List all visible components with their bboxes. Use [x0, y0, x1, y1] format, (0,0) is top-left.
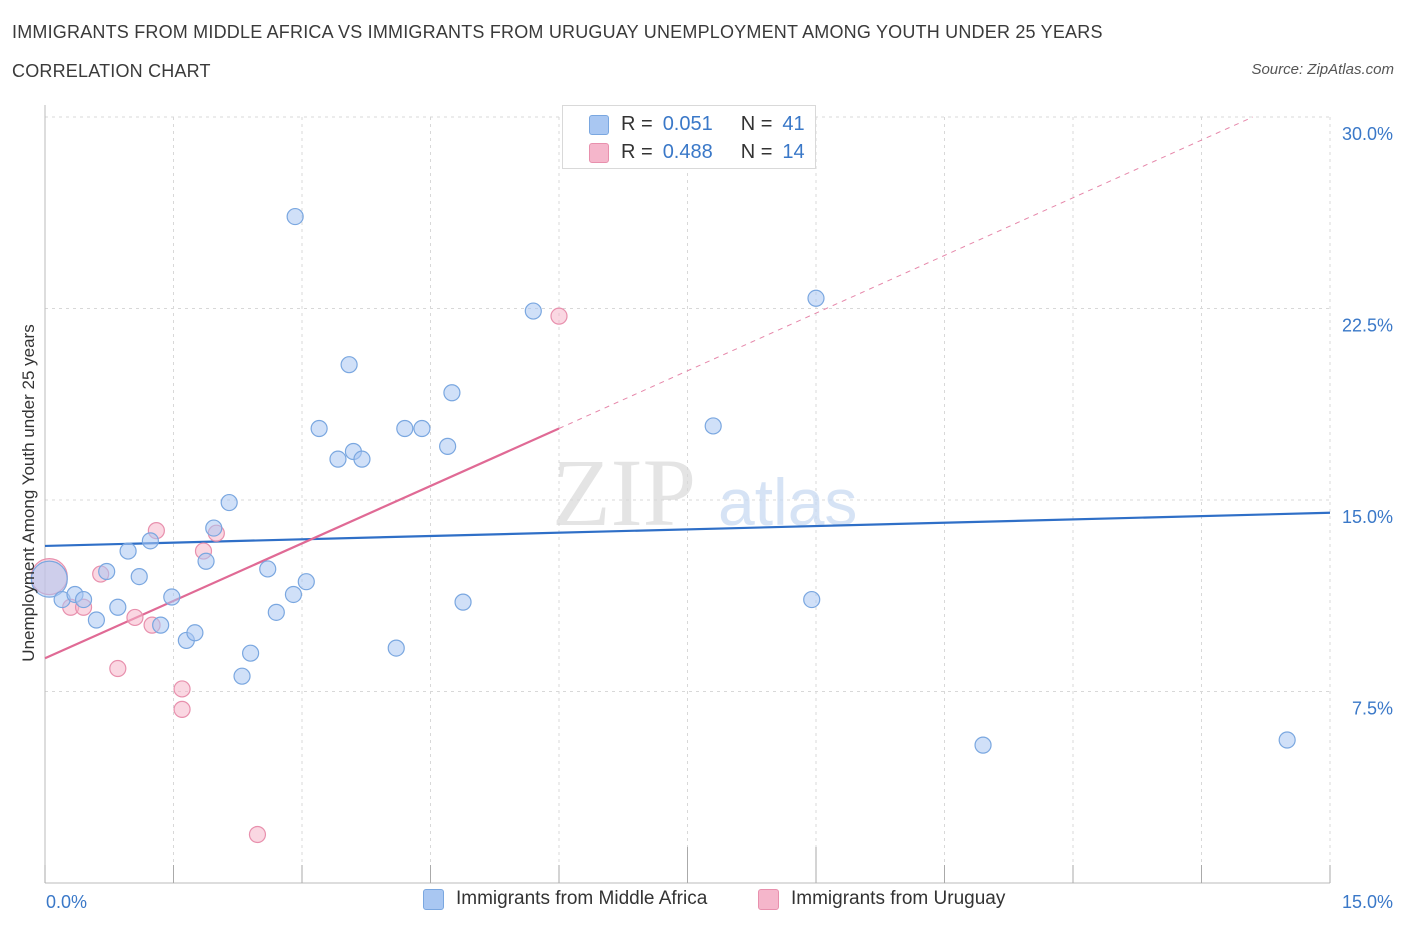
- middle-africa-point: [396, 419, 414, 438]
- grid-lines: [45, 116, 1331, 883]
- uruguay-point: [248, 825, 267, 844]
- middle-africa-point: [141, 532, 159, 550]
- uruguay-trend-extension: [558, 116, 1254, 429]
- chart-title: IMMIGRANTS FROM MIDDLE AFRICA VS IMMIGRA…: [12, 22, 1103, 42]
- r-value: 0.488: [662, 140, 713, 163]
- legend-row-middle-africa: R = 0.051 N = 41: [621, 112, 805, 136]
- middle-africa-point: [387, 639, 405, 657]
- uruguay-point: [126, 608, 144, 627]
- middle-africa-point: [259, 560, 277, 578]
- middle-africa-point: [340, 356, 358, 374]
- y-tick-label: 15.0%: [1342, 507, 1393, 527]
- data-points: [30, 207, 1296, 844]
- x-tick-label: 0.0%: [46, 892, 87, 912]
- n-value: 14: [782, 140, 805, 163]
- middle-africa-point: [130, 567, 148, 586]
- middle-africa-point: [1278, 731, 1296, 749]
- middle-africa-point: [803, 590, 821, 609]
- x-tick-label: 15.0%: [1342, 892, 1393, 912]
- uruguay-point: [109, 659, 127, 678]
- tick-labels: 7.5% 15.0% 22.5% 30.0% 0.0% 15.0%: [46, 124, 1393, 912]
- n-value: 41: [782, 112, 805, 135]
- middle-africa-point: [220, 493, 238, 512]
- middle-africa-point: [242, 644, 260, 662]
- y-tick-label: 22.5%: [1342, 316, 1393, 336]
- legend-label: Immigrants from Middle Africa: [456, 888, 708, 909]
- r-label: R =: [621, 112, 653, 135]
- uruguay-point: [173, 680, 191, 698]
- middle-africa-point: [974, 736, 992, 754]
- middle-africa-point: [74, 590, 93, 609]
- y-axis-label: Unemployment Among Youth under 25 years: [19, 324, 38, 661]
- middle-africa-point: [524, 302, 542, 320]
- middle-africa-point: [205, 519, 223, 537]
- middle-africa-point: [297, 573, 315, 591]
- y-tick-label: 30.0%: [1342, 124, 1393, 144]
- chart-subtitle: CORRELATION CHART: [12, 61, 211, 81]
- middle-africa-point: [807, 289, 825, 307]
- legend-item-uruguay: Immigrants from Uruguay: [758, 888, 1005, 910]
- middle-africa-point: [119, 542, 137, 560]
- middle-africa-point: [267, 603, 285, 621]
- legend-swatch-middle-africa: [589, 115, 609, 135]
- middle-africa-point: [329, 450, 347, 468]
- middle-africa-point: [286, 207, 304, 226]
- middle-africa-point: [353, 450, 371, 468]
- r-value: 0.051: [662, 112, 713, 135]
- n-label: N =: [740, 140, 773, 163]
- middle-africa-point: [443, 384, 461, 402]
- middle-africa-point: [109, 598, 127, 616]
- middle-africa-point: [439, 437, 457, 455]
- middle-africa-point: [233, 667, 251, 685]
- legend-label: Immigrants from Uruguay: [791, 888, 1006, 909]
- correlation-legend: R = 0.051 N = 41 R = 0.488 N = 14: [562, 105, 816, 169]
- legend-item-middle-africa: Immigrants from Middle Africa: [423, 888, 707, 910]
- middle-africa-trend-line: [44, 511, 1331, 548]
- middle-africa-point: [284, 585, 303, 604]
- series-legend: Immigrants from Middle Africa Immigrants…: [0, 888, 1406, 918]
- y-tick-label: 7.5%: [1352, 699, 1393, 719]
- middle-africa-point: [87, 611, 106, 629]
- middle-africa-point: [30, 560, 68, 598]
- middle-africa-point: [152, 616, 170, 634]
- legend-swatch-uruguay: [589, 143, 609, 163]
- middle-africa-point: [454, 593, 472, 611]
- middle-africa-point: [163, 588, 181, 606]
- middle-africa-point: [197, 552, 215, 570]
- axes: [44, 105, 1331, 884]
- watermark-zip: ZIP: [552, 439, 696, 546]
- trend-lines: [44, 116, 1331, 660]
- source-note: Source: ZipAtlas.com: [1251, 61, 1394, 78]
- r-label: R =: [621, 140, 653, 163]
- middle-africa-point: [413, 419, 431, 438]
- legend-row-uruguay: R = 0.488 N = 14: [621, 140, 805, 164]
- middle-africa-point: [98, 562, 116, 581]
- legend-swatch: [758, 888, 779, 910]
- middle-africa-point: [704, 417, 722, 435]
- n-label: N =: [740, 112, 773, 135]
- middle-africa-point: [186, 624, 204, 642]
- uruguay-point: [173, 700, 191, 718]
- uruguay-point: [550, 307, 568, 325]
- middle-africa-point: [310, 419, 328, 438]
- legend-swatch: [423, 888, 444, 910]
